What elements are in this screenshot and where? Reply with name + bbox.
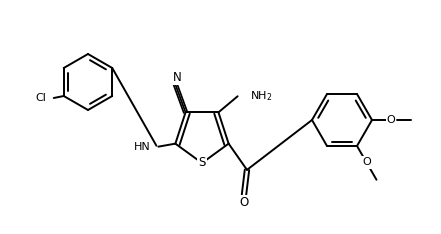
Text: N: N <box>173 71 182 84</box>
Text: Cl: Cl <box>35 93 46 103</box>
Text: NH$_2$: NH$_2$ <box>250 89 272 103</box>
Text: O: O <box>239 196 249 209</box>
Text: HN: HN <box>134 142 150 152</box>
Text: S: S <box>198 157 206 169</box>
Text: O: O <box>387 115 396 125</box>
Text: O: O <box>362 157 371 168</box>
